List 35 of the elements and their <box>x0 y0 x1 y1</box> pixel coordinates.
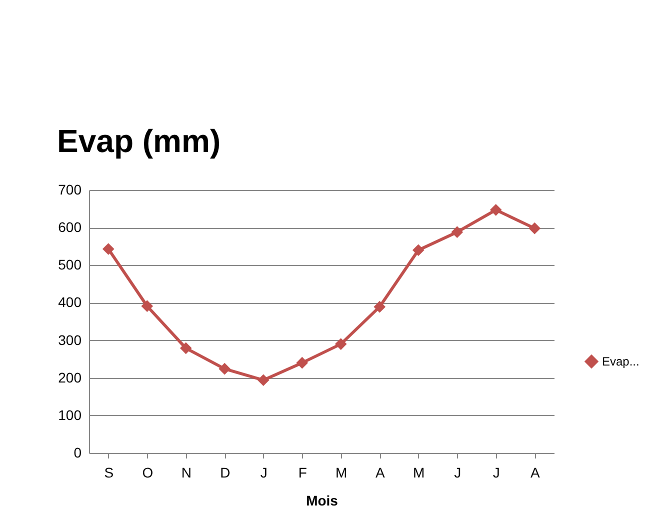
y-tick-label: 600 <box>58 219 82 236</box>
y-tick-label: 100 <box>58 406 82 423</box>
point <box>374 300 386 313</box>
point <box>180 342 192 354</box>
x-tick-label: S <box>104 464 114 480</box>
point <box>451 226 464 238</box>
point <box>412 244 424 256</box>
x-tick-label: A <box>530 464 540 480</box>
x-tick-label: F <box>298 464 307 480</box>
point <box>257 374 270 386</box>
x-tick-label: D <box>220 464 230 480</box>
point <box>102 243 114 255</box>
y-tick-label: 700 <box>58 182 82 198</box>
point <box>218 362 231 375</box>
chart-title: Evap (mm) <box>57 123 221 159</box>
x-tick-label: M <box>336 464 348 480</box>
y-tick-label: 0 <box>74 444 82 460</box>
y-tick-label: 500 <box>58 256 82 273</box>
x-tick-label: J <box>260 464 268 480</box>
point <box>528 222 541 234</box>
x-tick-label: A <box>375 464 386 480</box>
x-tick-label: J <box>454 464 462 480</box>
x-tick-label: N <box>181 464 192 480</box>
x-tick-label: J <box>492 464 500 480</box>
point <box>141 300 154 312</box>
y-tick-label: 300 <box>58 332 82 348</box>
x-tick-label: M <box>413 464 425 480</box>
point <box>490 204 502 216</box>
x-tick-label: O <box>142 464 154 480</box>
point <box>334 338 347 350</box>
y-tick-label: 200 <box>58 369 82 386</box>
legend-label: Evap... <box>602 354 640 368</box>
y-tick-label: 400 <box>58 294 82 310</box>
x-axis-title: Mois <box>306 492 338 508</box>
point <box>296 356 308 369</box>
